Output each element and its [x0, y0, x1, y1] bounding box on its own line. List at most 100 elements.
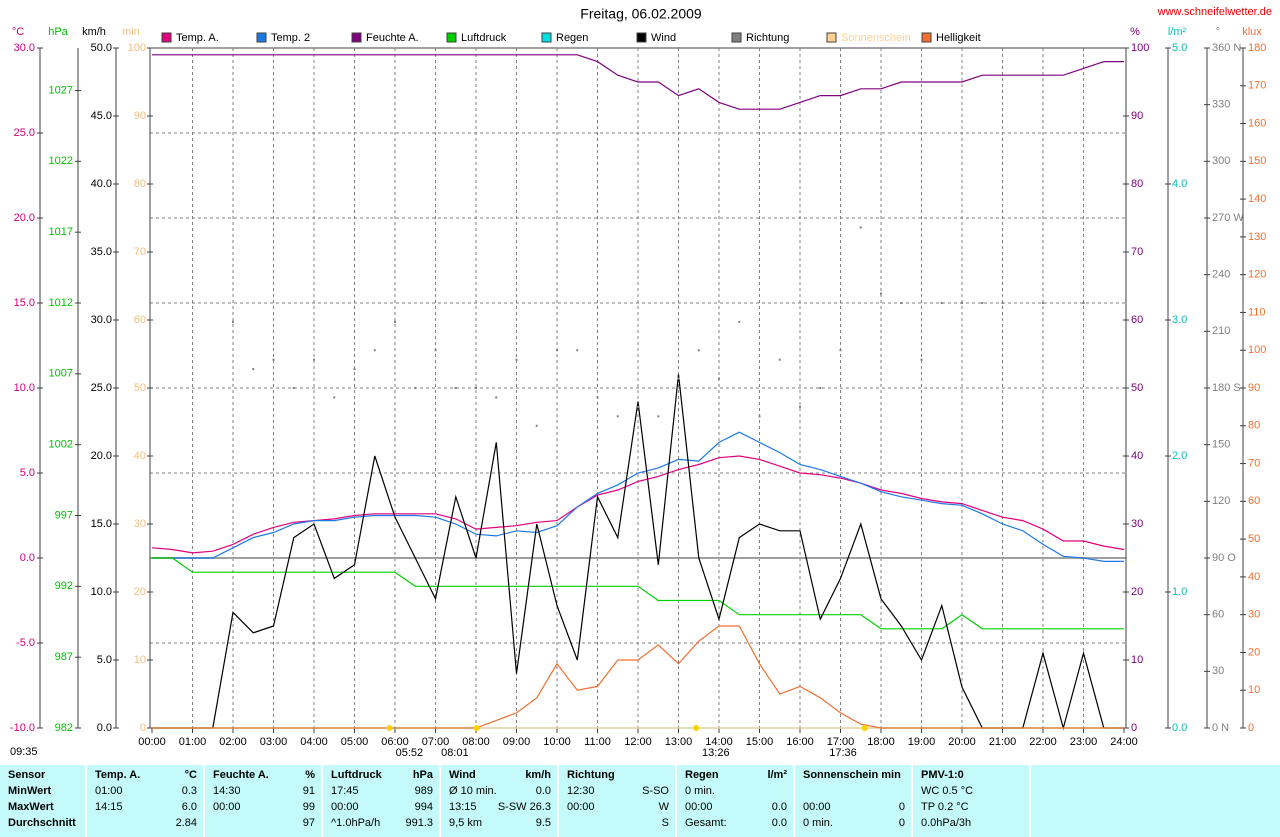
cell-right: km/h	[525, 769, 551, 781]
legend-swatch	[636, 32, 647, 43]
y-tick-label: 30	[1131, 518, 1143, 530]
table-row: 12:30 S-SO	[567, 785, 669, 801]
cell-right: 994	[414, 801, 433, 813]
y-tick-label: 100	[1248, 344, 1266, 356]
table-row: 13:15 S-SW 26.3	[449, 801, 551, 817]
y-tick-label: 120	[1212, 495, 1230, 507]
y-tick-label: 35.0	[91, 246, 112, 258]
y-tick-label: 5.0	[1172, 42, 1187, 54]
y-tick-label: 4.0	[1172, 178, 1187, 190]
table-row: S	[567, 817, 669, 833]
cell-left: 0 min.	[685, 785, 715, 797]
y-tick-label: 0	[1248, 722, 1254, 734]
cell-left: 14:30	[213, 785, 241, 797]
y-tick-label: 240	[1212, 269, 1230, 281]
cell-left: 0.0hPa/3h	[921, 817, 972, 829]
cell-right: 0.0	[771, 817, 787, 829]
y-tick-label: 40.0	[91, 178, 112, 190]
y-tick-label: 0.0	[97, 722, 112, 734]
legend-swatch	[256, 32, 267, 43]
event-label: 08:01	[441, 747, 469, 759]
axis-unit: klux	[1242, 26, 1262, 38]
x-tick-label: 03:00	[260, 736, 288, 748]
y-tick-label: 1.0	[1172, 586, 1187, 598]
direction-dot	[981, 302, 984, 304]
axis-unit: hPa	[48, 26, 68, 38]
direction-dot	[657, 415, 660, 418]
y-tick-label: 40	[1131, 450, 1143, 462]
x-tick-label: 01:00	[179, 736, 207, 748]
y-tick-label: 80	[1248, 420, 1260, 432]
direction-dot	[475, 387, 477, 389]
y-tick-label: 50	[1131, 382, 1143, 394]
cell-left: PMV-1:0	[921, 769, 964, 781]
cell-right: 6.0	[181, 801, 197, 813]
x-tick-label: 21:00	[989, 736, 1017, 748]
x-tick-label: 06:00	[381, 736, 409, 748]
direction-dot	[778, 358, 781, 361]
summary-table: Sensor MinWert MaxWert Durchschnitt Temp. A.…	[0, 765, 1280, 837]
table-row: 2.84	[95, 817, 197, 833]
series-line	[152, 557, 1124, 630]
table-row: Durchschnitt	[8, 817, 79, 833]
cell-left: Durchschnitt	[8, 817, 76, 829]
series-line	[152, 625, 1124, 729]
axis-unit: °	[1216, 26, 1220, 38]
direction-dot	[434, 349, 437, 352]
legend-swatch	[446, 32, 457, 43]
table-column: Sensor MinWert MaxWert Durchschnitt	[0, 765, 87, 837]
cell-left: Luftdruck	[331, 769, 382, 781]
legend-label: Wind	[651, 32, 676, 44]
event-label: 17:36	[829, 747, 857, 759]
y-tick-label: 25.0	[91, 382, 112, 394]
series-line	[152, 431, 1124, 562]
y-tick-label: 1012	[49, 297, 73, 309]
table-column: Richtung 12:30 S-SO 00:00 W S	[559, 765, 677, 837]
y-tick-label: 50	[1248, 533, 1260, 545]
cell-left: 00:00	[685, 801, 713, 813]
table-row: Regen l/m²	[685, 769, 787, 785]
cell-right: l/m²	[767, 769, 787, 781]
y-tick-label: 20.0	[14, 212, 35, 224]
cell-right: 0	[898, 801, 905, 813]
time-label: 09:35	[10, 746, 38, 758]
y-tick-label: 80	[1131, 178, 1143, 190]
direction-dot	[454, 387, 457, 389]
legend-label: Temp. A.	[176, 32, 219, 44]
table-column: Regen l/m² 0 min. 00:00 0.0 Gesamt: 0.0	[677, 765, 795, 837]
y-tick-label: 130	[1248, 231, 1266, 243]
x-tick-label: 09:00	[503, 736, 531, 748]
y-tick-label: 80	[134, 178, 146, 190]
direction-dot	[292, 387, 295, 389]
cell-left: Temp. A.	[95, 769, 141, 781]
cell-left: Richtung	[567, 769, 615, 781]
cell-left: 9,5 km	[449, 817, 483, 829]
table-row: Sonnenschein min	[803, 769, 905, 785]
y-tick-label: 5.0	[20, 467, 35, 479]
axis-unit: l/m²	[1168, 26, 1187, 38]
y-tick-label: 70	[134, 246, 146, 258]
y-tick-label: 1007	[49, 368, 73, 380]
y-tick-label: 60	[134, 314, 146, 326]
y-tick-label: 90 O	[1212, 552, 1236, 564]
cell-left: 00:00	[803, 801, 831, 813]
y-tick-label: 150	[1212, 439, 1230, 451]
table-row: 17:45 989	[331, 785, 433, 801]
y-tick-label: 90	[134, 110, 146, 122]
y-tick-label: 1002	[49, 439, 73, 451]
legend-swatch	[541, 32, 552, 43]
y-tick-label: 30	[134, 518, 146, 530]
y-tick-label: 2.0	[1172, 450, 1187, 462]
cell-right: S-SO	[642, 785, 669, 797]
x-tick-label: 16:00	[786, 736, 814, 748]
x-tick-label: 14:00	[705, 736, 733, 748]
y-tick-label: 50.0	[91, 42, 112, 54]
event-marker	[473, 725, 480, 731]
y-tick-label: 60	[1212, 609, 1224, 621]
legend-label: Helligkeit	[936, 32, 981, 44]
table-row: 01:00 0.3	[95, 785, 197, 801]
direction-dot	[495, 396, 498, 399]
y-tick-label: 1017	[49, 226, 73, 238]
y-tick-label: 60	[1248, 495, 1260, 507]
